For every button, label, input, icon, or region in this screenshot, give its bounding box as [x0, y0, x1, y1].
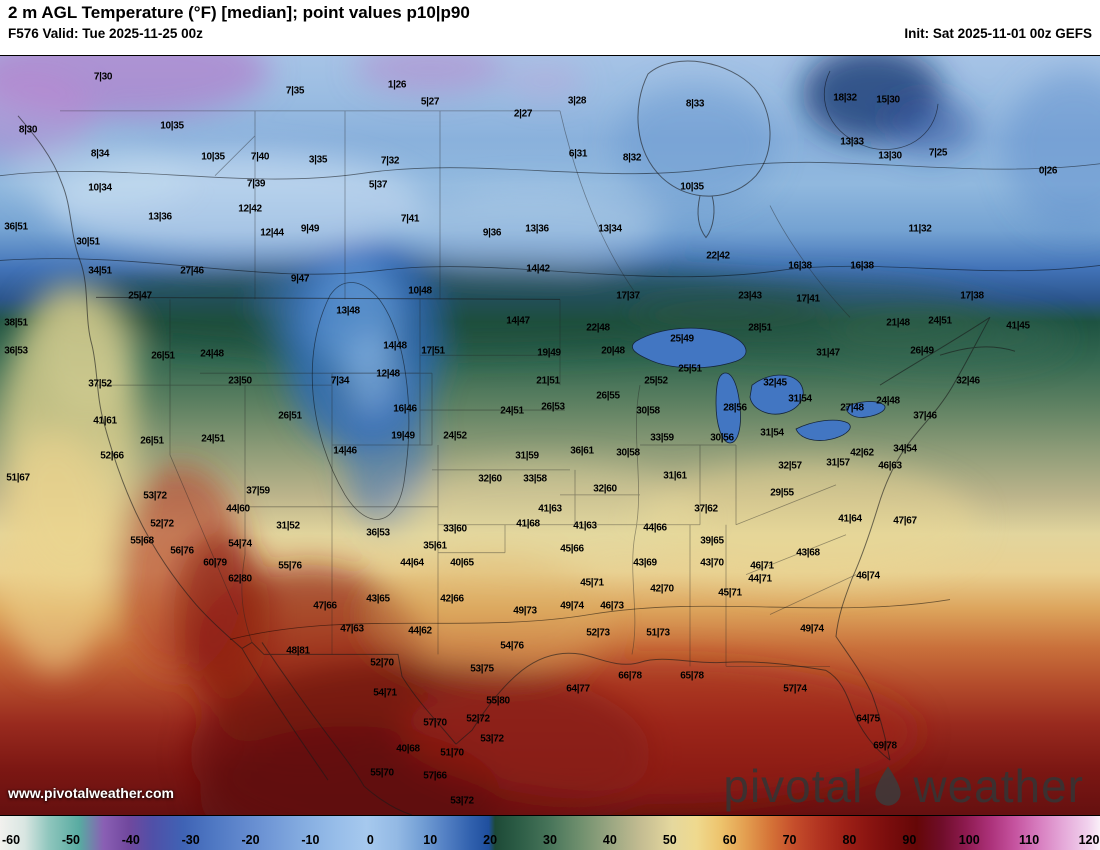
map-header: 2 m AGL Temperature (°F) [median]; point… — [0, 0, 1100, 55]
colorbar-tick-label: -60 — [1, 833, 21, 847]
brand-watermark: pivotal weather — [723, 763, 1084, 809]
colorbar-tick-label: 60 — [722, 833, 737, 847]
colorbar: -60 -50 -40 -30 -20 -10 0 10 20 30 40 50 60 70 80 90 100… — [0, 816, 1100, 850]
colorbar-tick-label: -10 — [301, 833, 320, 847]
colorbar-ticks: -60 -50 -40 -30 -20 -10 0 10 20 30 40 50 60 70 80 90 100… — [0, 816, 1100, 850]
colorbar-tick-label: 110 — [1019, 833, 1040, 847]
colorbar-tick-label: 100 — [958, 833, 980, 847]
colorbar-tick-label: -50 — [61, 833, 80, 847]
colorbar-tick-label: -30 — [181, 833, 200, 847]
colorbar-tick-label: -40 — [121, 833, 140, 847]
init-time-label: Init: Sat 2025-11-01 00z GEFS — [904, 26, 1092, 41]
brand-word-pivotal: pivotal — [723, 760, 864, 812]
colorbar-tick-label: 30 — [543, 833, 557, 847]
temperature-map: 7|30 7|35 1|26 5|27 2|27 3|28 8|33 18|32 15|30 8|… — [0, 55, 1100, 816]
valid-time-label: F576 Valid: Tue 2025-11-25 00z — [8, 26, 203, 41]
droplet-icon — [875, 766, 901, 806]
colorbar-tick-label: 0 — [366, 833, 374, 847]
temperature-contours — [0, 70, 1100, 640]
colorbar-tick-label: 10 — [423, 833, 438, 847]
colorbar-tick-label: 80 — [842, 833, 857, 847]
colorbar-tick-label: 70 — [782, 833, 797, 847]
great-lakes — [632, 327, 886, 444]
header-subrow: F576 Valid: Tue 2025-11-25 00z Init: Sat… — [0, 23, 1100, 41]
colorbar-tick-label: 120 — [1078, 833, 1100, 847]
state-borders — [60, 110, 857, 667]
colorbar-tick-label: 90 — [902, 833, 917, 847]
colorbar-tick-label: 20 — [483, 833, 498, 847]
colorbar-tick-label: 40 — [602, 833, 617, 847]
page-title: 2 m AGL Temperature (°F) [median]; point… — [8, 3, 470, 22]
temperature-field-image — [0, 56, 1100, 815]
watermark-url: www.pivotalweather.com — [8, 785, 174, 801]
colorbar-tick-label: -20 — [241, 833, 260, 847]
colorbar-tick-label: 50 — [662, 833, 677, 847]
coastlines — [17, 60, 1016, 815]
brand-word-weather: weather — [913, 760, 1084, 812]
